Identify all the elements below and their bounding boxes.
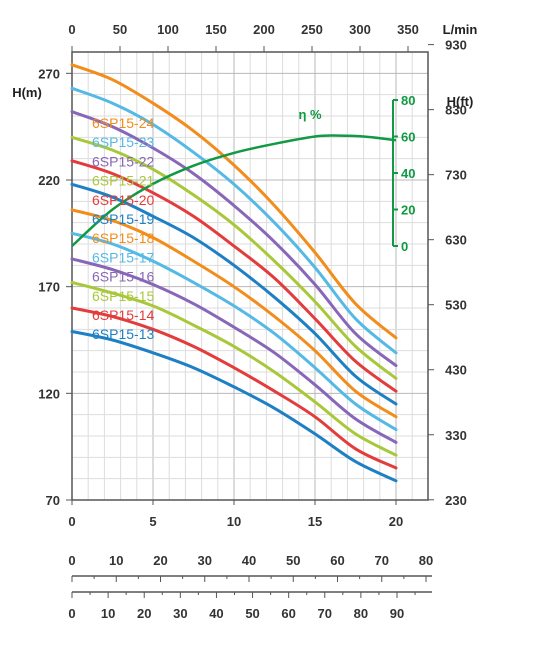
head-curve-6sp15-20 xyxy=(70,159,398,393)
usgpm-scale-tick-label: 0 xyxy=(68,553,75,568)
impgpm-scale-tick-label: 40 xyxy=(209,606,223,621)
top-axis-unit-label: L/min xyxy=(443,22,478,37)
usgpm-scale-tick-label: 20 xyxy=(153,553,167,568)
efficiency-curve xyxy=(71,134,397,247)
bottom-axis-tick-label: 20 xyxy=(389,514,403,529)
plot-border xyxy=(71,51,429,501)
curve-label-6sp15-23: 6SP15-23 xyxy=(92,134,154,150)
head-curve-6sp15-18 xyxy=(70,208,398,419)
impgpm-scale-tick-label: 60 xyxy=(281,606,295,621)
curve-label-6sp15-14: 6SP15-14 xyxy=(92,307,154,323)
right-axis-tick-label: 730 xyxy=(445,168,467,183)
head-curve-6sp15-21 xyxy=(70,135,398,380)
curve-label-6sp15-20: 6SP15-20 xyxy=(92,192,154,208)
left-axis-tick-label: 220 xyxy=(38,173,60,188)
right-axis-tick-label: 630 xyxy=(445,233,467,248)
head-curve-6sp15-13 xyxy=(70,330,398,483)
efficiency-curve-group: 0 20 40 60 80 η % xyxy=(71,93,415,254)
top-axis-tick-label: 0 xyxy=(68,22,75,37)
right-axis-tick-label: 330 xyxy=(445,428,467,443)
curve-label-6sp15-21: 6SP15-21 xyxy=(92,173,154,189)
bottom-axis-tick-label: 5 xyxy=(149,514,156,529)
head-curve-6sp15-14 xyxy=(70,306,398,470)
axis-labels: 0 50 100 150 200 250 300 350 L/minH(m)7012017022… xyxy=(12,22,477,621)
right-axis-tick-label: 230 xyxy=(445,493,467,508)
curve-label-6sp15-19: 6SP15-19 xyxy=(92,211,154,227)
impgpm-scale-tick-label: 30 xyxy=(173,606,187,621)
top-axis-tick-label: 50 xyxy=(113,22,127,37)
head-curve-6sp15-15 xyxy=(70,280,398,457)
right-axis-tick-label: 430 xyxy=(445,363,467,378)
impgpm-scale-tick-label: 70 xyxy=(318,606,332,621)
efficiency-axis-tick-label: 80 xyxy=(401,93,415,108)
curve-label-6sp15-17: 6SP15-17 xyxy=(92,249,154,265)
right-axis-tick-label: 830 xyxy=(445,103,467,118)
right-axis-unit-label: H(ft) xyxy=(447,94,474,109)
usgpm-scale-tick-label: 60 xyxy=(330,553,344,568)
plot-frame xyxy=(71,51,429,501)
head-curve-6sp15-17 xyxy=(70,231,398,432)
right-axis-tick-label: 930 xyxy=(445,38,467,53)
usgpm-scale-tick-label: 80 xyxy=(419,553,433,568)
head-curve-6sp15-22 xyxy=(70,110,398,368)
efficiency-axis-tick-label: 60 xyxy=(401,130,415,145)
curve-label-6sp15-16: 6SP15-16 xyxy=(92,269,154,285)
head-curve-6sp15-24 xyxy=(70,63,398,340)
curve-label-6sp15-24: 6SP15-24 xyxy=(92,115,154,131)
right-axis-tick-label: 530 xyxy=(445,298,467,313)
impgpm-scale-tick-label: 10 xyxy=(101,606,115,621)
head-curve-6sp15-16 xyxy=(70,257,398,444)
efficiency-axis-tick-label: 40 xyxy=(401,166,415,181)
left-axis-tick-label: 120 xyxy=(38,386,60,401)
impgpm-scale-tick-label: 90 xyxy=(390,606,404,621)
left-axis-unit-label: H(m) xyxy=(12,85,42,100)
curve-labels: 6SP15-24 6SP15-23 6SP15-22 6SP15-21 6SP15-20… xyxy=(92,115,154,342)
usgpm-scale-tick-label: 70 xyxy=(375,553,389,568)
bottom-axis-tick-label: 15 xyxy=(308,514,322,529)
impgpm-scale-tick-label: 50 xyxy=(245,606,259,621)
top-axis-tick-label: 100 xyxy=(157,22,179,37)
curve-label-6sp15-13: 6SP15-13 xyxy=(92,326,154,342)
top-axis-tick-label: 200 xyxy=(253,22,275,37)
left-axis-tick-label: 170 xyxy=(38,280,60,295)
usgpm-scale-tick-label: 40 xyxy=(242,553,256,568)
usgpm-scale-tick-label: 10 xyxy=(109,553,123,568)
impgpm-scale-tick-label: 80 xyxy=(354,606,368,621)
top-axis-tick-label: 250 xyxy=(301,22,323,37)
head-curve-6sp15-23 xyxy=(70,86,398,355)
top-axis-tick-label: 300 xyxy=(349,22,371,37)
usgpm-scale-tick-label: 50 xyxy=(286,553,300,568)
impgpm-scale-tick-label: 0 xyxy=(68,606,75,621)
efficiency-axis-tick-label: 20 xyxy=(401,203,415,218)
curve-label-6sp15-18: 6SP15-18 xyxy=(92,230,154,246)
curve-label-6sp15-15: 6SP15-15 xyxy=(92,288,154,304)
efficiency-curve-label: η % xyxy=(298,107,322,122)
usgpm-scale-tick-label: 30 xyxy=(198,553,212,568)
bottom-axis-tick-label: 0 xyxy=(68,514,75,529)
top-axis-tick-label: 150 xyxy=(205,22,227,37)
top-axis-tick-label: 350 xyxy=(397,22,419,37)
bottom-axis-tick-label: 10 xyxy=(227,514,241,529)
curve-label-6sp15-22: 6SP15-22 xyxy=(92,153,154,169)
left-axis-tick-label: 270 xyxy=(38,66,60,81)
efficiency-axis-tick-label: 0 xyxy=(401,239,408,254)
left-axis-tick-label: 70 xyxy=(46,493,60,508)
impgpm-scale-tick-label: 20 xyxy=(137,606,151,621)
